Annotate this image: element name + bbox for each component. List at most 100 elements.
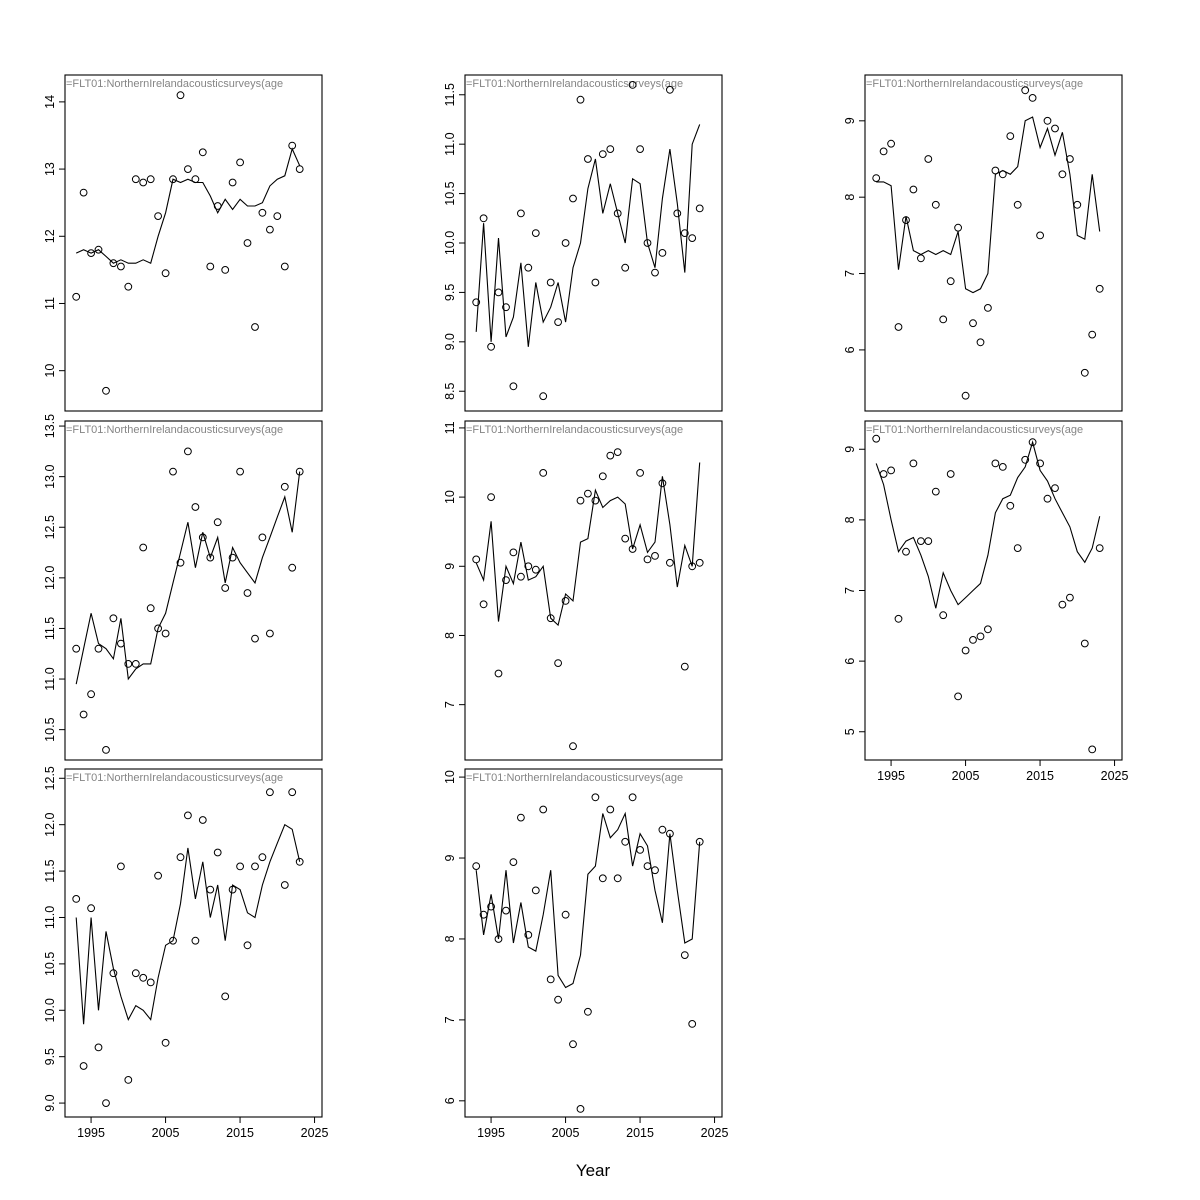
data-point [146, 978, 155, 987]
data-point [494, 935, 503, 943]
data-point [288, 788, 297, 797]
data-point [295, 857, 304, 866]
y-tick-label: 9.5 [443, 284, 457, 301]
data-point [591, 793, 600, 802]
data-point [79, 710, 88, 719]
data-point [902, 216, 910, 225]
data-point [621, 534, 630, 543]
data-point [79, 1062, 88, 1070]
data-point [479, 214, 488, 223]
data-point [636, 145, 644, 154]
data-point [598, 874, 607, 883]
data-point [909, 459, 918, 468]
data-point [576, 95, 585, 104]
y-tick-label: 6 [443, 1097, 457, 1104]
y-tick-label: 7 [443, 701, 457, 708]
data-point [1036, 231, 1044, 240]
y-tick-label: 7 [443, 1016, 457, 1023]
y-tick-label: 10.5 [43, 717, 57, 741]
panel-3: =FLT01:NorthernIrelandacousticsurveys(ag… [843, 74, 1123, 412]
data-point [154, 624, 163, 633]
data-point [569, 194, 577, 203]
data-point [1013, 200, 1022, 209]
y-tick-label: 9.5 [43, 1048, 57, 1065]
data-point [1021, 455, 1030, 464]
data-point [584, 155, 592, 163]
data-point [976, 338, 985, 347]
y-tick-label: 8.5 [443, 383, 457, 400]
data-point [72, 292, 81, 301]
data-point [591, 496, 600, 505]
data-point [139, 973, 148, 982]
data-point [87, 690, 95, 699]
data-point [1066, 593, 1074, 602]
data-point [584, 1007, 592, 1016]
panel-5: =FLT01:NorthernIrelandacousticsurveys(ag… [443, 420, 723, 761]
panel-border [64, 420, 323, 761]
fit-line [75, 823, 301, 1025]
data-point [666, 829, 674, 838]
y-tick-label: 12.0 [43, 566, 57, 590]
data-point [191, 936, 200, 945]
data-point [131, 969, 140, 978]
data-point [598, 472, 607, 481]
data-point [576, 1105, 585, 1113]
data-point [494, 669, 503, 678]
data-point [688, 234, 697, 243]
data-point [176, 853, 185, 862]
data-point [131, 175, 140, 184]
data-point [539, 805, 548, 814]
data-point [1051, 484, 1059, 493]
data-point [688, 1020, 697, 1028]
data-point [961, 646, 970, 655]
data-point [472, 555, 481, 564]
data-point [146, 604, 155, 613]
panel-border [64, 74, 323, 412]
y-tick-label: 8 [443, 632, 457, 639]
y-tick-label: 10 [443, 490, 457, 504]
panel-6: =FLT01:NorthernIrelandacousticsurveys(ag… [843, 420, 1129, 783]
data-point [1013, 544, 1022, 552]
y-tick-label: 8 [843, 194, 857, 201]
data-point [236, 862, 245, 871]
data-point [139, 178, 148, 187]
data-point [221, 584, 230, 592]
panel-border [464, 74, 723, 412]
data-point [94, 644, 103, 653]
data-point [228, 553, 237, 562]
data-point [643, 862, 652, 870]
data-point [243, 589, 252, 597]
data-point [539, 469, 548, 477]
data-point [472, 298, 481, 307]
y-tick-label: 9.0 [443, 333, 457, 350]
data-point [1058, 170, 1067, 179]
data-point [236, 467, 245, 476]
data-point [251, 323, 259, 331]
panel-title: =FLT01:NorthernIrelandacousticsurveys(ag… [66, 78, 283, 90]
x-tick-label: 2025 [701, 1126, 729, 1140]
data-point [184, 447, 192, 456]
y-tick-label: 10 [43, 364, 57, 378]
data-point [1028, 438, 1037, 447]
data-point [258, 853, 267, 862]
data-point [94, 1043, 103, 1052]
data-point [613, 874, 622, 883]
data-point [984, 304, 992, 312]
y-tick-label: 5 [843, 728, 857, 735]
data-point [251, 862, 259, 871]
data-point [1073, 200, 1082, 209]
data-point [1021, 86, 1030, 95]
y-tick-label: 13.0 [43, 464, 57, 488]
y-tick-label: 12 [43, 229, 57, 243]
data-point [295, 467, 304, 476]
y-tick-label: 9 [843, 117, 857, 124]
y-tick-label: 12.5 [43, 766, 57, 790]
data-point [87, 904, 95, 913]
data-point [258, 208, 267, 217]
data-point [236, 158, 245, 167]
data-point [479, 600, 488, 609]
data-point [169, 936, 177, 945]
data-point [613, 209, 622, 218]
data-point [688, 562, 697, 571]
data-point [584, 489, 592, 498]
